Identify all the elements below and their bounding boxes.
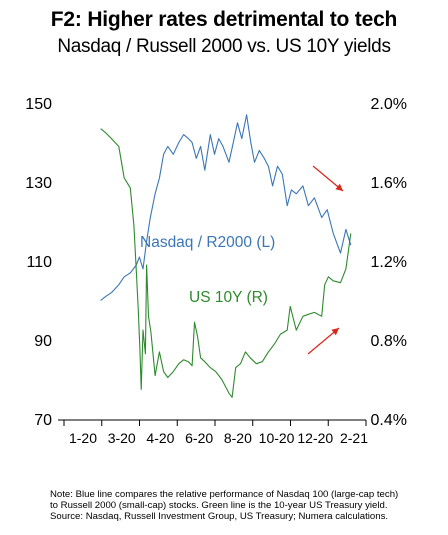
note-line: Source: Nasdaq, Russell Investment Group… xyxy=(50,511,389,522)
right-tick-label: 0.8% xyxy=(371,333,407,350)
right-tick-label: 0.4% xyxy=(371,412,407,429)
right-tick-label: 2.0% xyxy=(371,96,407,113)
left-tick-label: 70 xyxy=(34,412,52,429)
x-tick-label: 4-20 xyxy=(146,430,174,446)
down-arrow xyxy=(312,165,344,192)
note-line: Note: Blue line compares the relative pe… xyxy=(50,489,399,500)
x-tick-label: 1-20 xyxy=(69,430,97,446)
left-tick-label: 110 xyxy=(26,254,52,271)
us10y-series-label: US 10Y (R) xyxy=(189,289,268,306)
chart-title: F2: Higher rates detrimental to tech xyxy=(50,8,398,31)
note-line: to Russell 2000 (small-cap) stocks. Gree… xyxy=(50,500,388,511)
up-arrow xyxy=(307,327,340,355)
chart-subtitle: Nasdaq / Russell 2000 vs. US 10Y yields xyxy=(57,36,391,57)
chart-note: Note: Blue line compares the relative pe… xyxy=(50,489,440,522)
arrow-head xyxy=(331,328,339,336)
x-tick-label: 3-20 xyxy=(108,430,136,446)
nasdaq-series-label: Nasdaq / R2000 (L) xyxy=(140,234,275,251)
nasdaq-r2000-line xyxy=(100,114,352,301)
right-tick-label: 1.2% xyxy=(371,254,407,271)
x-tick-label: 10-20 xyxy=(259,430,295,446)
chart-canvas: 150 130 110 90 70 2.0% 1.6% 1.2% 0.8% 0.4% 1-20 3… xyxy=(25,96,407,446)
x-tick-label: 2-21 xyxy=(340,430,368,446)
x-tick-label: 8-20 xyxy=(224,430,252,446)
us-10y-line xyxy=(100,128,352,398)
left-tick-label: 90 xyxy=(34,333,52,350)
left-tick-label: 150 xyxy=(25,96,52,113)
right-tick-label: 1.6% xyxy=(371,175,407,192)
x-tick-label: 6-20 xyxy=(185,430,213,446)
left-tick-label: 130 xyxy=(25,175,52,192)
arrow-head xyxy=(335,183,343,191)
x-tick-label: 12-20 xyxy=(297,430,333,446)
